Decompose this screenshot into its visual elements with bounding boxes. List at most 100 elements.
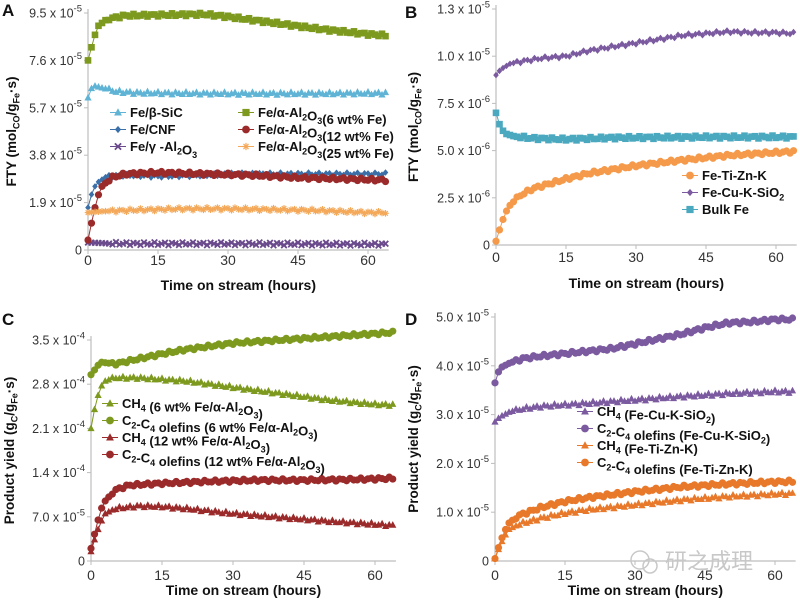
data-point: [109, 14, 116, 22]
legend-label-part: (6 wt% Fe/α-Al: [146, 400, 239, 415]
data-point: [653, 132, 661, 140]
data-point: [336, 29, 344, 36]
data-point: [669, 394, 678, 402]
legend-label-part: O: [243, 403, 253, 418]
data-point: [133, 239, 141, 247]
data-point: [364, 32, 372, 39]
data-point: [261, 510, 269, 518]
legend-label: Fe-Ti-Zn-K: [702, 168, 767, 183]
data-point: [673, 495, 681, 503]
data-point: [556, 54, 562, 62]
data-point: [186, 240, 193, 248]
data-point: [249, 18, 256, 25]
data-point: [179, 238, 186, 246]
data-point: [354, 169, 361, 177]
data-point: [344, 169, 350, 176]
data-point: [90, 405, 99, 413]
legend-marker: [581, 458, 589, 467]
data-point: [115, 374, 123, 382]
data-point: [259, 19, 267, 27]
y-tick-label-exponent: -5: [74, 193, 82, 204]
data-point: [715, 494, 723, 502]
data-point: [116, 14, 123, 22]
data-point: [521, 56, 527, 64]
legend-label: CH4 (12 wt% Fe/α-Al2O3): [122, 430, 270, 456]
data-point: [294, 208, 302, 215]
data-point: [746, 390, 755, 397]
legend-label-part: Fe/α-Al: [258, 139, 302, 154]
data-point: [101, 509, 109, 517]
data-point: [287, 23, 295, 30]
data-point: [757, 389, 765, 397]
data-point: [507, 60, 513, 68]
data-point: [501, 410, 510, 417]
data-point: [631, 501, 639, 508]
legend-label: C2-C4 olefins (Fe-Ti-Zn-K): [597, 455, 753, 477]
legend-marker: [106, 416, 114, 425]
legend-label-part: Fe/α-Al: [258, 122, 302, 137]
x-tick-label: 30: [220, 252, 236, 268]
y-tick-label: 7.0 x 10-5: [32, 507, 85, 524]
data-point: [154, 501, 163, 508]
legend-marker: [106, 433, 114, 441]
data-point: [690, 392, 699, 400]
y-label-part: Product yield (g: [406, 411, 421, 513]
data-point: [339, 517, 347, 524]
data-point: [303, 392, 312, 399]
data-point: [596, 503, 604, 510]
legend-marker: [242, 125, 250, 134]
legend-label-part: O: [251, 437, 261, 452]
data-point: [680, 393, 688, 401]
legend-label-part: O: [307, 143, 317, 158]
data-point: [157, 90, 166, 98]
data-point: [218, 509, 226, 517]
legend-label-sub: 2: [131, 421, 136, 431]
data-point: [382, 169, 389, 176]
series-fe-al2o3-25-wt-fe-: [84, 204, 389, 218]
data-point: [492, 109, 500, 117]
data-point: [671, 34, 678, 42]
data-point: [147, 241, 155, 248]
data-point: [126, 205, 134, 213]
data-point: [779, 132, 787, 140]
y-label-part: ·s): [4, 76, 19, 93]
data-point: [296, 515, 305, 523]
data-point: [182, 88, 190, 95]
data-point: [220, 88, 229, 95]
x-tick-label: 0: [84, 252, 92, 268]
data-point: [130, 503, 138, 511]
data-point: [289, 392, 297, 400]
series-fe-al2o3: [84, 238, 389, 250]
data-point: [652, 395, 660, 403]
series-ch4-fe-ti-zn-k-: [491, 488, 797, 562]
data-point: [389, 400, 397, 407]
data-point: [731, 28, 737, 35]
data-point: [84, 209, 92, 216]
data-point: [727, 134, 734, 142]
x-axis-label: Time on stream (hours): [166, 582, 321, 598]
y-tick-label-exponent: -5: [74, 146, 82, 157]
data-point: [382, 399, 390, 407]
data-point: [340, 26, 347, 34]
data-point: [699, 31, 706, 39]
data-point: [158, 10, 165, 18]
data-point: [580, 135, 587, 142]
legend-label-part: -C: [611, 425, 625, 440]
data-point: [238, 206, 246, 214]
data-point: [671, 134, 678, 141]
data-point: [175, 204, 183, 211]
data-point: [552, 136, 559, 143]
legend-marker: [106, 399, 114, 407]
legend-label-part: CH: [597, 404, 616, 419]
data-point: [528, 57, 534, 65]
data-point: [208, 508, 216, 516]
data-point: [762, 28, 769, 35]
data-point: [709, 133, 717, 141]
data-point: [506, 131, 514, 139]
data-point: [608, 133, 615, 141]
data-point: [778, 488, 786, 496]
data-point: [333, 209, 340, 216]
data-point: [133, 12, 141, 20]
data-point: [168, 206, 176, 214]
legend-label-part: ): [258, 407, 262, 422]
